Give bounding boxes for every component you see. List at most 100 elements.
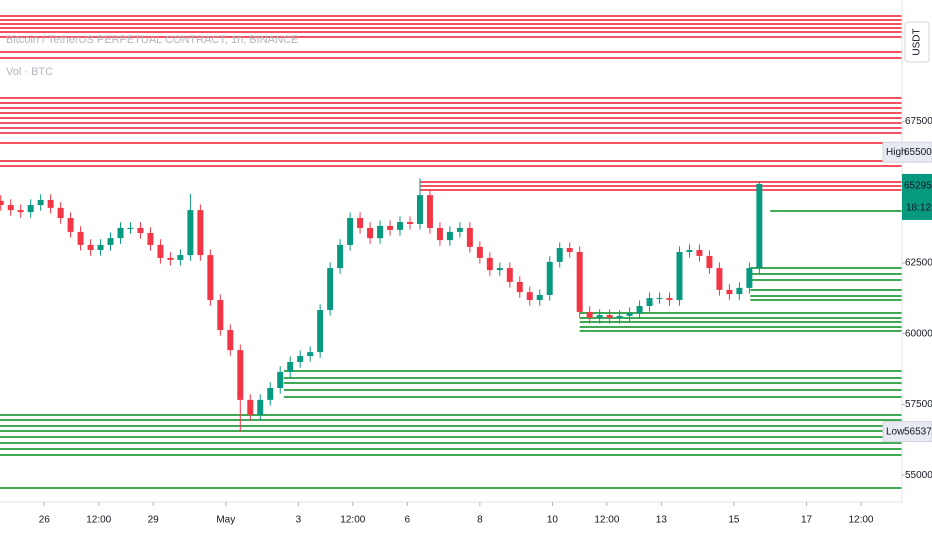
x-tick-label: 6 [404,515,410,526]
candle-body [746,268,753,288]
candle-body [117,227,124,239]
candle-body [97,244,104,250]
countdown: 18:12 [906,203,931,214]
candle-body [337,244,344,269]
x-tick-label: 15 [728,515,740,526]
candle-body [17,210,24,213]
candle-body [476,246,483,258]
candle-body [207,255,214,301]
candle-body [446,231,453,241]
candle-body [87,244,94,250]
axes: 55000.0 57500.0 60000.0 62500.0 67500.0 26 12:… [39,116,932,526]
candle-body [656,298,663,300]
axis-unit: USDT [912,28,923,55]
marker-box [882,421,932,443]
candle-body [177,255,184,260]
candle-body [227,330,234,351]
candle-body [546,261,553,295]
candle-body [586,311,593,318]
last-price-box [902,173,932,220]
candle-body [526,292,533,301]
x-tick-label: 26 [39,515,51,526]
candle-body [47,199,54,208]
candle-body [277,371,284,389]
candle-body [636,305,643,314]
candle-body [496,268,503,271]
candle-body [556,248,563,262]
candle-body [666,298,673,301]
marker-value: 56537.7 [904,426,932,437]
marker-value: 65500.0 [904,147,932,158]
candle-body [536,294,543,301]
x-tick-label: 3 [296,515,302,526]
candles [0,178,763,432]
candle-body [616,315,623,318]
candle-body [716,268,723,290]
candle-body [107,238,114,245]
marker-name: High [886,147,907,158]
candle-body [167,257,174,260]
y-tick-label: 55000.0 [905,470,932,481]
candle-body [756,183,763,269]
candle-body [566,248,573,252]
candle-body [127,227,134,229]
marker-name: Low [886,426,905,437]
candle-body [147,233,154,245]
candle-body [367,227,374,239]
x-tick-label: 12:00 [86,515,111,526]
x-tick-label: 17 [801,515,813,526]
candle-body [67,218,74,232]
candle-body [686,250,693,252]
unit-box[interactable] [904,21,930,63]
candle-body [626,313,633,316]
candle-body [416,195,423,224]
candle-body [217,300,224,331]
candle-body [576,251,583,312]
levels [0,15,902,489]
candle-body [596,315,603,318]
candle-body [516,281,523,293]
candle-body [456,227,463,232]
x-tick-label: 12:00 [848,515,873,526]
x-tick-label: 10 [547,515,559,526]
candle-body [137,227,144,234]
candle-body [466,227,473,247]
candle-body [267,388,274,400]
y-tick-label: 67500.0 [905,116,932,127]
y-tick-label: 62500.0 [905,258,932,269]
candle-body [37,199,44,206]
candle-body [676,251,683,301]
candle-body [426,195,433,228]
candle-body [406,222,413,224]
x-tick-label: 12:00 [594,515,619,526]
x-tick-label: May [216,515,235,526]
y-tick-label: 57500.0 [905,399,932,410]
candle-body [317,309,324,353]
candle-body [77,231,84,245]
candle-body [736,287,743,295]
candle-body [606,315,613,318]
candle-body [287,361,294,372]
marker-box [882,141,932,163]
candle-body [157,244,164,258]
candle-body [706,255,713,269]
candle-body [436,227,443,241]
candle-body [257,399,264,415]
candle-body [297,356,304,362]
indicator-label: Vol · BTC [6,66,53,78]
x-tick-label: 12:00 [340,515,365,526]
candle-body [27,205,34,213]
candle-body [7,205,14,211]
candle-body [197,210,204,256]
candle-body [377,225,384,239]
x-tick-label: 8 [477,515,483,526]
candle-body [347,218,354,245]
chart-title: Bitcoin / TetherUS PERPETUAL CONTRACT, 1… [6,34,298,46]
candle-body [387,225,394,230]
y-tick-label: 60000.0 [905,328,932,339]
candle-body [247,399,254,415]
candle-body [0,200,4,206]
candle-body [397,222,403,230]
candle-body [696,250,703,256]
